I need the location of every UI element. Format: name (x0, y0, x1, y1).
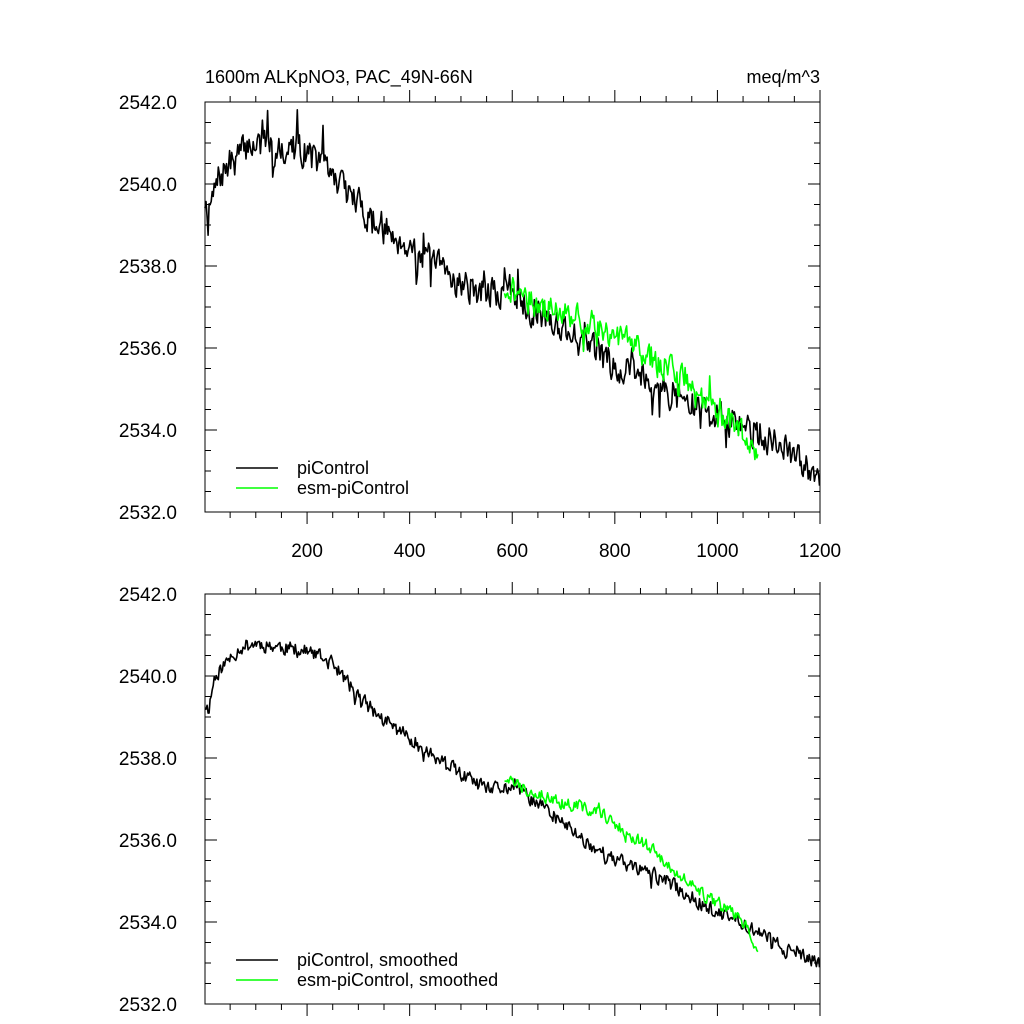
x-tick-labels: 200 400 600 800 1000 1200 (291, 541, 841, 562)
y-tick-label: 2542.0 (119, 93, 177, 114)
y-tick-label: 2540.0 (119, 667, 177, 688)
series-line-1 (503, 276, 759, 461)
legend-label: piControl, smoothed (297, 950, 458, 970)
y-tick-label: 2538.0 (119, 749, 177, 770)
y-tick-label: 2542.0 (119, 585, 177, 606)
series-line-0 (204, 639, 821, 968)
series-layer (204, 109, 821, 486)
units-label: meq/m^3 (747, 67, 820, 87)
plot-frame (204, 101, 821, 513)
y-tick-label: 2536.0 (119, 339, 177, 360)
top-panel: 1600m ALKpNO3, PAC_49N-66N meq/m^3 2532.… (119, 67, 841, 562)
series-layer (204, 639, 821, 968)
x-tick-label: 800 (599, 541, 631, 562)
y-tick-labels: 2532.0 2534.0 2536.0 2538.0 2540.0 2542.0 (119, 93, 177, 524)
x-tick-label: 200 (291, 541, 323, 562)
y-tick-label: 2540.0 (119, 175, 177, 196)
y-tick-label: 2538.0 (119, 257, 177, 278)
series-line-0 (204, 109, 821, 486)
x-tick-label: 600 (496, 541, 528, 562)
ticks-layer (205, 90, 821, 524)
bottom-panel: 2532.0 2534.0 2536.0 2538.0 2540.0 2542.0 piC… (119, 582, 821, 1016)
ticks-layer (205, 582, 821, 1016)
legend-label: esm-piControl (297, 478, 409, 498)
y-tick-labels: 2532.0 2534.0 2536.0 2538.0 2540.0 2542.0 (119, 585, 177, 1016)
y-tick-label: 2532.0 (119, 503, 177, 524)
chart-title: 1600m ALKpNO3, PAC_49N-66N (205, 67, 473, 88)
x-tick-label: 1000 (696, 541, 738, 562)
y-tick-label: 2532.0 (119, 995, 177, 1016)
series-line-1 (504, 775, 759, 953)
legend-label: piControl (297, 458, 369, 478)
legend-label: esm-piControl, smoothed (297, 970, 498, 990)
y-tick-label: 2536.0 (119, 831, 177, 852)
y-tick-label: 2534.0 (119, 421, 177, 442)
x-tick-label: 1200 (799, 541, 841, 562)
x-tick-label: 400 (394, 541, 426, 562)
y-tick-label: 2534.0 (119, 913, 177, 934)
